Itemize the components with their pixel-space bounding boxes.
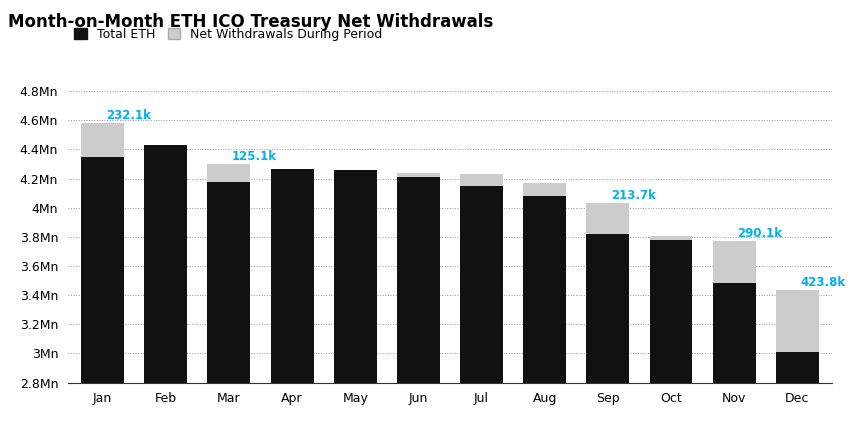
Bar xyxy=(334,170,377,382)
Bar xyxy=(271,169,313,382)
Bar xyxy=(712,241,756,283)
Bar xyxy=(587,234,629,382)
Bar xyxy=(397,177,440,382)
Bar xyxy=(776,290,818,352)
Text: 423.8k: 423.8k xyxy=(801,276,846,289)
Bar xyxy=(207,164,250,182)
Bar xyxy=(712,283,756,382)
Text: 290.1k: 290.1k xyxy=(737,227,782,240)
Bar xyxy=(82,123,124,157)
Bar xyxy=(649,240,693,382)
Bar xyxy=(587,203,629,234)
Legend: Total ETH, Net Withdrawals During Period: Total ETH, Net Withdrawals During Period xyxy=(74,28,382,41)
Text: Month-on-Month ETH ICO Treasury Net Withdrawals: Month-on-Month ETH ICO Treasury Net With… xyxy=(8,13,494,31)
Text: 125.1k: 125.1k xyxy=(232,150,277,163)
Text: 213.7k: 213.7k xyxy=(611,189,656,201)
Bar xyxy=(776,352,818,382)
Bar xyxy=(144,145,188,382)
Bar xyxy=(649,236,693,240)
Bar xyxy=(523,196,566,382)
Text: 232.1k: 232.1k xyxy=(106,109,150,122)
Bar xyxy=(523,183,566,196)
Bar xyxy=(460,186,503,382)
Bar xyxy=(82,157,124,382)
Bar xyxy=(460,174,503,186)
Bar xyxy=(397,173,440,177)
Bar xyxy=(207,182,250,382)
